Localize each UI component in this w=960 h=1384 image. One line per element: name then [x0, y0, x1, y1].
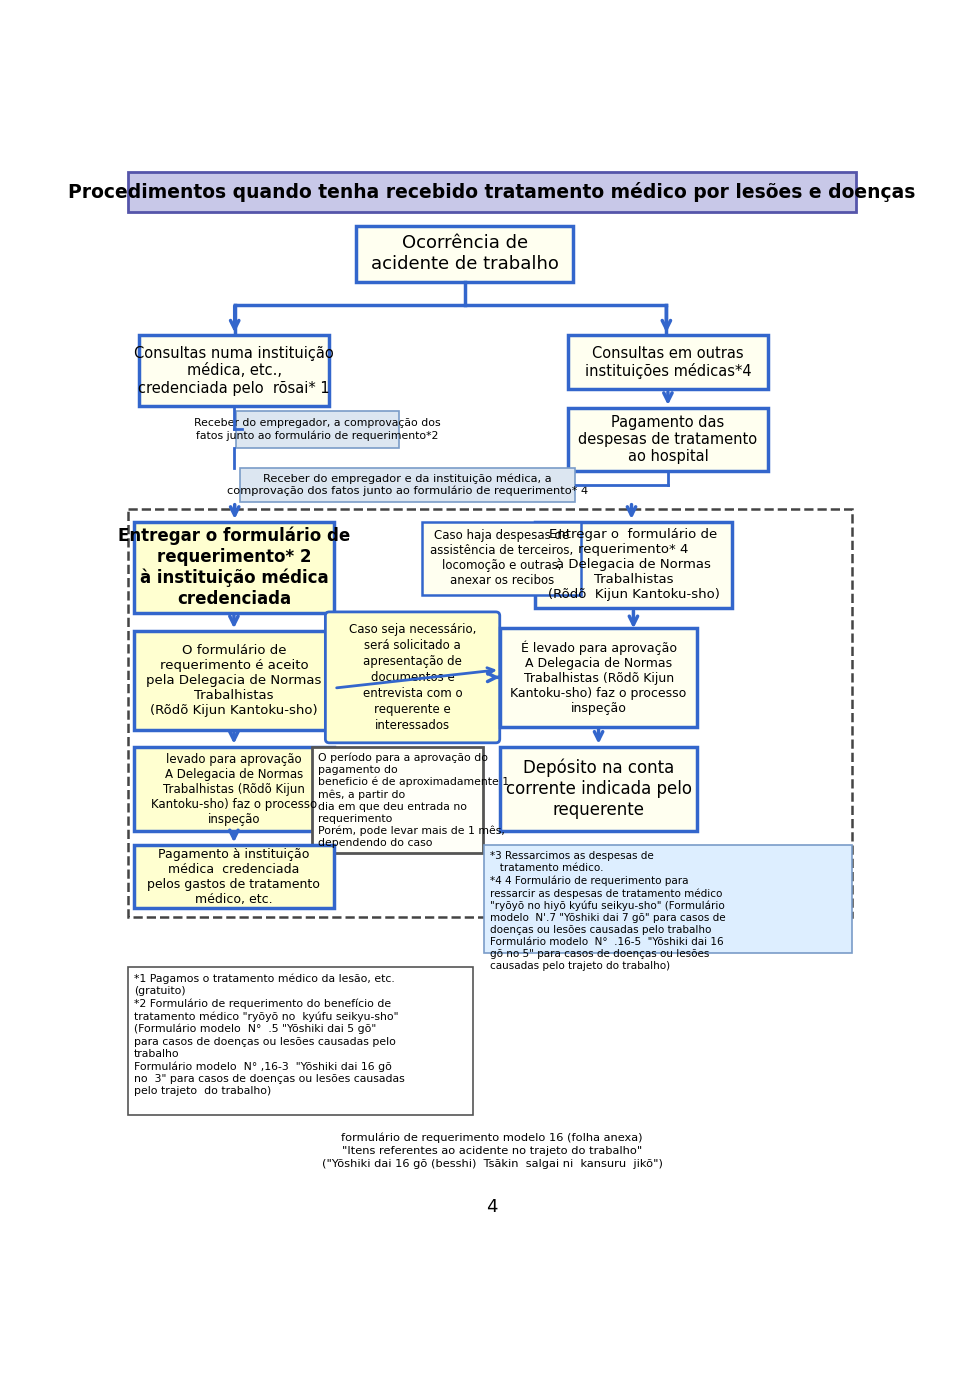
- FancyBboxPatch shape: [128, 967, 472, 1114]
- Text: formulário de requerimento modelo 16 (folha anexa)
"Itens referentes ao acidente: formulário de requerimento modelo 16 (fo…: [322, 1132, 662, 1169]
- FancyBboxPatch shape: [500, 628, 697, 727]
- FancyBboxPatch shape: [134, 522, 334, 613]
- Text: Pagamento das
despesas de tratamento
ao hospital: Pagamento das despesas de tratamento ao …: [578, 415, 757, 464]
- Text: Pagamento à instituição
médica  credenciada
pelos gastos de tratamento
médico, e: Pagamento à instituição médica credencia…: [148, 848, 321, 905]
- Text: Entregar o formulário de
requerimento* 2
à instituição médica
credenciada: Entregar o formulário de requerimento* 2…: [118, 526, 350, 608]
- FancyBboxPatch shape: [134, 631, 334, 729]
- FancyBboxPatch shape: [422, 522, 581, 595]
- FancyBboxPatch shape: [312, 746, 483, 853]
- FancyBboxPatch shape: [500, 746, 697, 832]
- FancyBboxPatch shape: [356, 226, 573, 281]
- Text: *1 Pagamos o tratamento médico da lesão, etc.
(gratuito)
*2 Formulário de requer: *1 Pagamos o tratamento médico da lesão,…: [134, 973, 405, 1096]
- Text: Consultas numa instituição
médica, etc.,
credenciada pelo  rõsai* 1: Consultas numa instituição médica, etc.,…: [134, 346, 334, 396]
- FancyBboxPatch shape: [134, 746, 334, 832]
- Text: O formulário de
requerimento é aceito
pela Delegacia de Normas
Trabalhistas
(Rõd: O formulário de requerimento é aceito pe…: [146, 644, 322, 717]
- FancyBboxPatch shape: [139, 335, 329, 407]
- Text: O período para a aprovação do
pagamento do
beneficio é de aproximadamente 1
mês,: O período para a aprovação do pagamento …: [318, 752, 509, 848]
- Text: *3 Ressarcimos as despesas de
   tratamento médico.
*4 4 Formulário de requerime: *3 Ressarcimos as despesas de tratamento…: [491, 851, 726, 972]
- FancyBboxPatch shape: [134, 846, 334, 908]
- Text: Ocorrência de
acidente de trabalho: Ocorrência de acidente de trabalho: [371, 234, 559, 273]
- FancyBboxPatch shape: [535, 522, 732, 608]
- Text: Receber do empregador e da instituição médica, a
comprovação dos fatos junto ao : Receber do empregador e da instituição m…: [227, 473, 588, 497]
- FancyBboxPatch shape: [325, 612, 500, 743]
- Text: Entregar o  formulário de
requerimento* 4
à Delegacia de Normas
Trabalhistas
(Rõ: Entregar o formulário de requerimento* 4…: [547, 529, 719, 602]
- Text: Receber do empregador, a comprovação dos
fatos junto ao formulário de requerimen: Receber do empregador, a comprovação dos…: [194, 418, 441, 440]
- Text: 4: 4: [487, 1199, 497, 1217]
- Text: levado para aprovação
A Delegacia de Normas
Trabalhistas (Rõdõ Kijun
Kantoku-sho: levado para aprovação A Delegacia de Nor…: [151, 753, 317, 825]
- Text: É levado para aprovação
A Delegacia de Normas
Trabalhistas (Rõdõ Kijun
Kantoku-s: É levado para aprovação A Delegacia de N…: [511, 641, 686, 714]
- Text: Caso seja necessário,
será solicitado a
apresentação de
documentos e
entrevista : Caso seja necessário, será solicitado a …: [348, 623, 476, 732]
- FancyBboxPatch shape: [568, 408, 768, 471]
- Text: Consultas em outras
instituições médicas*4: Consultas em outras instituições médicas…: [585, 346, 752, 379]
- FancyBboxPatch shape: [240, 468, 575, 502]
- Text: Procedimentos quando tenha recebido tratamento médico por lesões e doenças: Procedimentos quando tenha recebido trat…: [68, 183, 916, 202]
- FancyBboxPatch shape: [128, 172, 856, 212]
- Text: Depósito na conta
corrente indicada pelo
requerente: Depósito na conta corrente indicada pelo…: [506, 758, 691, 819]
- Text: Caso haja despesas de
assistência de terceiros,
locomoção e outras,
anexar os re: Caso haja despesas de assistência de ter…: [430, 530, 573, 587]
- FancyBboxPatch shape: [236, 411, 399, 448]
- FancyBboxPatch shape: [484, 846, 852, 954]
- FancyBboxPatch shape: [568, 335, 768, 389]
